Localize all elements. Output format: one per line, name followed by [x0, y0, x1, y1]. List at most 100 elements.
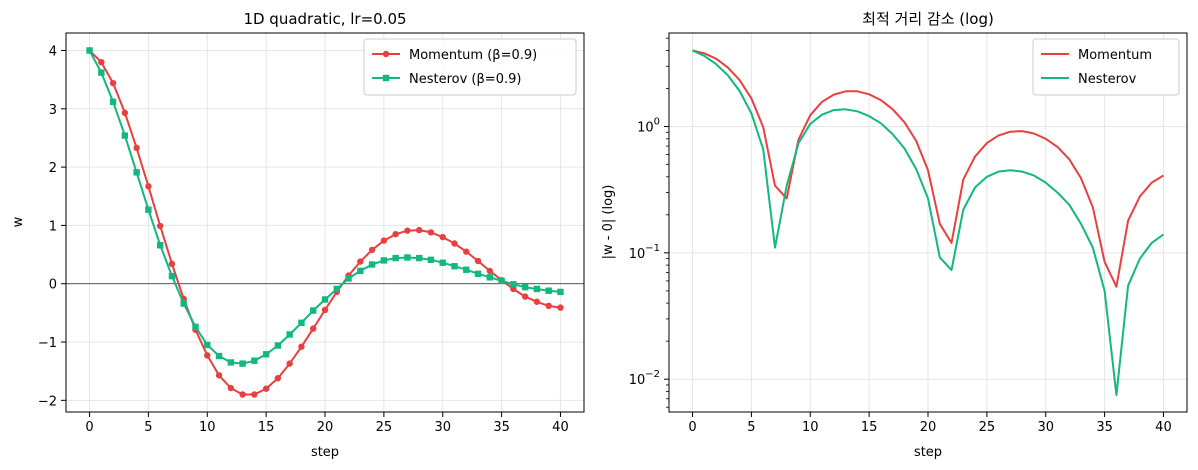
left-legend-marker-momentum [382, 50, 390, 58]
left-point-nesterov [345, 275, 352, 282]
left-point-nesterov [109, 98, 117, 106]
left-point-nesterov [463, 266, 470, 273]
left-grid [66, 33, 584, 412]
left-legend-marker-nesterov [382, 74, 390, 82]
left-point-momentum [145, 183, 152, 190]
left-point-nesterov [227, 359, 235, 366]
left-point-momentum [533, 298, 541, 305]
right-grid [669, 33, 1187, 412]
left-point-momentum [368, 246, 376, 254]
left-point-nesterov [286, 331, 293, 338]
left-point-momentum [404, 227, 411, 234]
right-x-tick-label: 25 [979, 420, 996, 435]
right-chart-panel: 최적 거리 감소 (log) 0 5 10 15 20 25 30 35 40 10010−11… [601, 10, 1188, 460]
right-x-axis-label: step [914, 445, 942, 460]
left-point-nesterov [545, 287, 552, 294]
right-y-tick-label: 10−2 [629, 369, 660, 388]
right-y-ticks: 100 10−1 10−2 [629, 37, 669, 408]
left-point-momentum [274, 374, 282, 382]
right-x-tick-label: 0 [688, 420, 696, 435]
right-x-ticks: 0 5 10 15 20 25 30 35 40 [688, 412, 1172, 435]
left-y-tick-label: 1 [49, 219, 57, 234]
right-x-tick-label: 10 [802, 420, 819, 435]
left-point-nesterov [98, 69, 105, 76]
left-point-momentum [474, 257, 482, 265]
left-point-momentum [310, 325, 317, 332]
left-point-momentum [239, 391, 246, 398]
right-series-line-nesterov [692, 49, 1165, 396]
left-point-momentum [227, 384, 235, 392]
left-point-momentum [545, 302, 552, 310]
left-point-nesterov [510, 281, 517, 288]
left-y-ticks: 4 3 2 1 0 −1 −2 [38, 44, 66, 409]
left-y-axis-label: w [11, 216, 26, 227]
left-point-momentum [357, 258, 364, 265]
right-y-tick-label: 10−1 [629, 243, 660, 262]
left-point-nesterov [239, 360, 246, 367]
left-point-nesterov [333, 285, 340, 293]
left-point-momentum [451, 240, 458, 247]
left-point-nesterov [168, 272, 176, 280]
right-x-tick-label: 20 [920, 420, 937, 435]
left-point-nesterov [427, 256, 435, 264]
right-legend-label-momentum: Momentum [1078, 48, 1152, 63]
left-point-nesterov [368, 261, 376, 268]
left-point-nesterov [533, 285, 541, 293]
right-series-line-momentum [692, 49, 1165, 288]
left-point-momentum [415, 226, 423, 234]
left-point-nesterov [321, 296, 329, 303]
left-point-nesterov [215, 352, 223, 360]
left-point-nesterov [486, 274, 494, 281]
left-point-nesterov [404, 254, 411, 261]
left-legend-label-momentum: Momentum (β=0.9) [409, 48, 537, 63]
left-point-nesterov [204, 341, 211, 349]
left-point-momentum [298, 343, 305, 350]
left-point-nesterov [521, 284, 529, 291]
left-point-momentum [380, 237, 388, 244]
left-point-momentum [521, 293, 529, 300]
left-chart-title: 1D quadratic, lr=0.05 [243, 10, 406, 28]
left-point-nesterov [310, 307, 317, 314]
left-point-momentum [156, 222, 164, 230]
left-point-momentum [286, 360, 293, 367]
left-x-tick-label: 40 [552, 420, 569, 435]
left-point-nesterov [392, 254, 399, 262]
right-legend-box [1032, 38, 1180, 96]
left-point-momentum [392, 230, 399, 238]
left-legend: Momentum (β=0.9) Nesterov (β=0.9) [363, 38, 577, 96]
left-point-nesterov [415, 254, 423, 262]
left-point-nesterov [86, 47, 93, 54]
left-x-axis-label: step [311, 445, 339, 460]
right-series-layer [692, 49, 1165, 396]
left-point-momentum [262, 385, 270, 392]
left-point-momentum [168, 260, 176, 268]
left-x-tick-label: 0 [85, 420, 93, 435]
left-point-nesterov [156, 242, 164, 249]
right-x-tick-label: 40 [1155, 420, 1172, 435]
right-chart-title: 최적 거리 감소 (log) [862, 10, 994, 28]
left-point-momentum [557, 304, 564, 311]
left-legend-box [363, 38, 577, 96]
left-point-nesterov [192, 323, 199, 331]
left-y-tick-label: 0 [49, 278, 57, 293]
right-legend-label-nesterov: Nesterov [1078, 72, 1137, 87]
left-y-tick-label: −2 [38, 394, 57, 409]
right-x-tick-label: 5 [747, 420, 755, 435]
left-y-tick-label: 4 [49, 44, 57, 59]
left-x-tick-label: 30 [434, 420, 451, 435]
left-x-tick-label: 25 [376, 420, 393, 435]
left-point-nesterov [180, 300, 187, 307]
left-x-tick-label: 10 [199, 420, 216, 435]
left-y-tick-label: 3 [49, 103, 57, 118]
left-x-tick-label: 15 [258, 420, 275, 435]
left-point-momentum [321, 306, 329, 314]
left-y-tick-label: −1 [38, 336, 57, 351]
right-x-tick-label: 35 [1096, 420, 1113, 435]
left-point-nesterov [474, 270, 482, 278]
left-point-nesterov [145, 206, 152, 213]
left-point-momentum [109, 79, 117, 87]
left-point-nesterov [251, 357, 258, 364]
left-point-momentum [251, 391, 258, 398]
